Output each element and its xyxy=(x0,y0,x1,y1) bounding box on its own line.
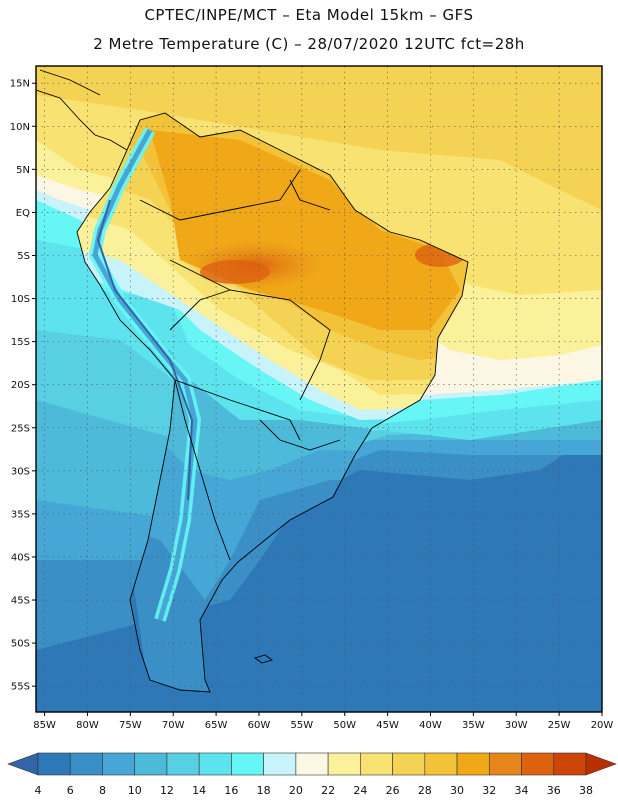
latitude-label: 45S xyxy=(11,596,30,607)
latitude-label: EQ xyxy=(16,208,30,219)
latitude-label: 10N xyxy=(10,122,30,133)
longitude-label: 60W xyxy=(248,720,271,731)
graticule xyxy=(36,66,603,712)
latitude-label: 40S xyxy=(11,552,30,563)
longitude-label: 55W xyxy=(291,720,314,731)
colorbar-swatch xyxy=(360,752,393,776)
latitude-labels: 15N 10N 5N EQ 5S 10S 15S 20S 25S 30S 35S 40S 45S 50S 5… xyxy=(10,79,36,693)
longitude-label: 65W xyxy=(205,720,228,731)
colorbar-swatch xyxy=(102,752,136,776)
colorbar-label: 28 xyxy=(418,784,432,797)
colorbar-label: 34 xyxy=(515,784,529,797)
colorbar-swatch xyxy=(488,752,522,776)
longitude-label: 35W xyxy=(462,720,485,731)
longitude-label: 70W xyxy=(162,720,185,731)
latitude-label: 10S xyxy=(11,294,30,305)
longitude-label: 40W xyxy=(419,720,442,731)
colorbar-left-arrow xyxy=(7,752,39,776)
colorbar-swatch xyxy=(521,752,555,776)
colorbar: 4 6 8 10 12 14 16 18 20 22 24 26 28 30 32 34 36 38 xyxy=(7,752,617,797)
latitude-label: 25S xyxy=(11,423,30,434)
falkland-islands xyxy=(253,654,274,664)
country-borders xyxy=(139,169,341,561)
latitude-label: 15S xyxy=(11,337,30,348)
chart-title-line-1: CPTEC/INPE/MCT – Eta Model 15km – GFS xyxy=(144,6,474,24)
colorbar-swatch xyxy=(392,752,426,776)
latitude-label: 35S xyxy=(11,509,30,520)
longitude-label: 75W xyxy=(119,720,142,731)
colorbar-label: 20 xyxy=(289,784,303,797)
latitude-label: 20S xyxy=(11,380,30,391)
longitude-label: 25W xyxy=(548,720,571,731)
longitude-label: 45W xyxy=(376,720,399,731)
colorbar-right-arrow xyxy=(585,752,617,776)
colorbar-swatch xyxy=(166,752,200,776)
latitude-label: 5N xyxy=(16,165,30,176)
latitude-label: 55S xyxy=(11,682,30,693)
colorbar-label: 6 xyxy=(67,784,74,797)
longitude-label: 20W xyxy=(591,720,614,731)
colorbar-label: 4 xyxy=(35,784,42,797)
colorbar-label: 32 xyxy=(482,784,496,797)
colorbar-swatch xyxy=(456,752,490,776)
longitude-labels: 85W 80W 75W 70W 65W 60W 55W 50W 45W 40W 35W 30W 25W 2… xyxy=(33,712,613,731)
colorbar-swatch xyxy=(327,752,361,776)
colorbar-label: 18 xyxy=(257,784,271,797)
latitude-label: 30S xyxy=(11,466,30,477)
longitude-label: 80W xyxy=(76,720,99,731)
colorbar-swatch xyxy=(424,752,458,776)
colorbar-swatch xyxy=(134,752,168,776)
colorbar-swatch xyxy=(553,752,587,776)
colorbar-label: 38 xyxy=(579,784,593,797)
colorbar-label: 26 xyxy=(386,784,400,797)
colorbar-swatch xyxy=(37,752,71,776)
colorbar-label: 22 xyxy=(321,784,335,797)
longitude-label: 85W xyxy=(33,720,56,731)
chart-title-line-2: 2 Metre Temperature (C) – 28/07/2020 12U… xyxy=(93,35,525,53)
colorbar-swatch xyxy=(263,752,297,776)
central-america-coast xyxy=(36,69,128,151)
colorbar-label: 14 xyxy=(192,784,206,797)
latitude-label: 15N xyxy=(10,79,30,90)
latitude-label: 5S xyxy=(17,251,30,262)
colorbar-swatch xyxy=(69,752,103,776)
coastline xyxy=(76,112,469,693)
colorbar-label: 10 xyxy=(128,784,142,797)
colorbar-label: 8 xyxy=(99,784,106,797)
latitude-label: 50S xyxy=(11,639,30,650)
coastline-and-borders xyxy=(36,69,469,693)
colorbar-label: 30 xyxy=(450,784,464,797)
colorbar-label: 12 xyxy=(160,784,174,797)
colorbar-swatch xyxy=(198,752,232,776)
longitude-label: 30W xyxy=(505,720,528,731)
colorbar-label: 36 xyxy=(547,784,561,797)
colorbar-swatch xyxy=(295,752,329,776)
colorbar-label: 16 xyxy=(224,784,238,797)
colorbar-swatch xyxy=(231,752,264,776)
colorbar-label: 24 xyxy=(353,784,367,797)
map-frame xyxy=(35,65,603,713)
longitude-label: 50W xyxy=(333,720,356,731)
